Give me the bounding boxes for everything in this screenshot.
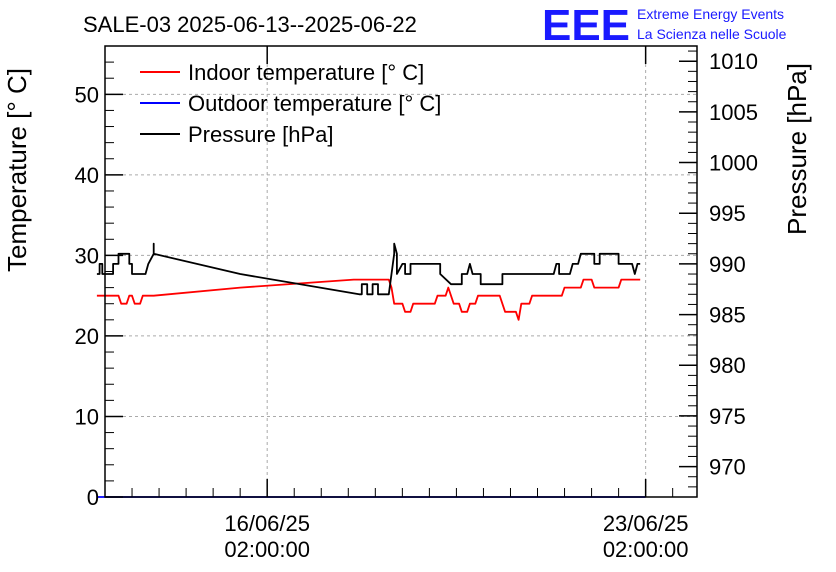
y2-tick-label: 1005 (709, 100, 758, 125)
y2-tick-label: 980 (709, 353, 746, 378)
eee-logo: EEE (542, 1, 630, 50)
legend-label-indoor: Indoor temperature [° C] (188, 60, 424, 85)
x-tick-time: 02:00:00 (603, 537, 689, 562)
y-tick-label: 20 (75, 324, 99, 349)
y-tick-label: 10 (75, 404, 99, 429)
logo-line-2: La Scienza nelle Scuole (637, 26, 787, 42)
y2-tick-label: 970 (709, 455, 746, 480)
logo-line-1: Extreme Energy Events (637, 6, 784, 22)
y2-tick-label: 990 (709, 252, 746, 277)
x-tick-date: 16/06/25 (224, 511, 310, 536)
y-tick-label: 0 (87, 485, 99, 510)
y-tick-label: 30 (75, 243, 99, 268)
legend-label-pressure: Pressure [hPa] (188, 122, 334, 147)
tick-layer: 0 10 20 30 40 50 970 975 980 985 990 995 1000 1005 101… (75, 46, 758, 562)
y2-tick-label: 985 (709, 303, 746, 328)
legend: Indoor temperature [° C] Outdoor tempera… (140, 60, 441, 147)
y2-tick-label: 1000 (709, 151, 758, 176)
y2-tick-label: 995 (709, 201, 746, 226)
y2-tick-label: 1010 (709, 49, 758, 74)
y2-axis-title: Pressure [hPa] (782, 63, 812, 235)
y-axis-title: Temperature [° C] (2, 68, 32, 272)
y-tick-label: 40 (75, 163, 99, 188)
x-tick-date: 23/06/25 (603, 511, 689, 536)
y-tick-label: 50 (75, 82, 99, 107)
chart-title: SALE-03 2025-06-13--2025-06-22 (83, 12, 417, 37)
series-line-0 (96, 278, 641, 321)
legend-label-outdoor: Outdoor temperature [° C] (188, 91, 441, 116)
series-line-2 (96, 242, 641, 296)
y2-tick-label: 975 (709, 404, 746, 429)
x-tick-time: 02:00:00 (224, 537, 310, 562)
grid (105, 46, 697, 497)
